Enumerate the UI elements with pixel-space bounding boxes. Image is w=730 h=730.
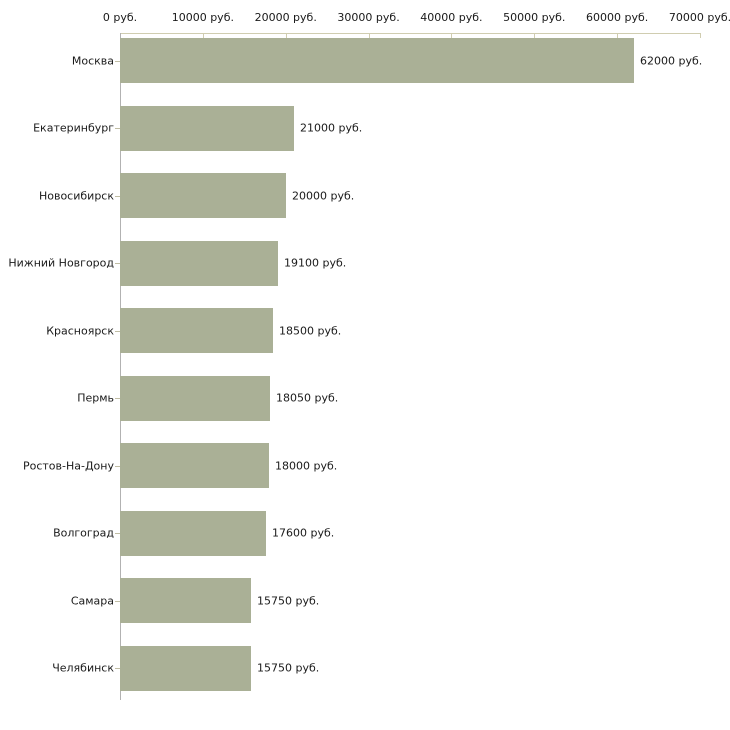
x-tick-mark: [202, 33, 204, 38]
bar-row: Волгоград 17600 руб.: [0, 506, 730, 574]
value-label: 19100 руб.: [284, 256, 347, 270]
x-tick-mark: [451, 33, 453, 38]
y-axis-line: [120, 33, 121, 700]
category-label: Екатеринбург: [33, 121, 114, 135]
category-tick: [115, 60, 120, 62]
bar-row: Красноярск 18500 руб.: [0, 303, 730, 371]
category-label: Ростов-На-Дону: [22, 459, 114, 472]
bar: [120, 578, 251, 623]
bar-row: Ростов-На-Дону 18000 руб.: [0, 438, 730, 506]
bar: [120, 173, 286, 218]
value-label: 21000 руб.: [300, 121, 363, 135]
category-label: Пермь: [77, 391, 114, 405]
value-label: 15750 руб.: [257, 661, 320, 675]
x-tick-mark: [534, 33, 536, 38]
x-axis-line: [120, 33, 700, 34]
value-label: 62000 руб.: [640, 54, 703, 67]
category-label: Нижний Новгород: [8, 256, 114, 270]
bar: [120, 510, 266, 556]
bar-row: Челябинск 15750 руб.: [0, 641, 730, 709]
category-label: Волгоград: [53, 526, 114, 540]
x-tick-mark: [617, 33, 619, 38]
x-tick-label: 40000 руб.: [420, 11, 483, 24]
category-label: Самара: [70, 594, 114, 607]
value-label: 18050 руб.: [276, 391, 339, 405]
x-tick-label: 60000 руб.: [586, 11, 649, 24]
category-tick: [115, 533, 120, 534]
x-axis: 0 руб. 10000 руб. 20000 руб. 30000 руб. 4000…: [0, 0, 730, 33]
x-tick-label: 10000 руб.: [171, 11, 234, 24]
value-label: 20000 руб.: [292, 189, 355, 202]
bar: [120, 240, 278, 286]
category-label: Новосибирск: [38, 189, 114, 202]
x-tick-mark: [285, 33, 287, 38]
value-label: 18000 руб.: [275, 459, 338, 472]
category-tick: [115, 668, 120, 669]
category-label: Москва: [71, 54, 114, 67]
category-label: Красноярск: [46, 324, 114, 337]
category-tick: [115, 263, 120, 264]
bar: [120, 443, 269, 488]
x-tick-mark: [700, 33, 701, 38]
category-label: Челябинск: [52, 661, 114, 675]
plot-area: Москва 62000 руб. Екатеринбург 21000 руб. Но…: [0, 33, 730, 708]
bar-row: Пермь 18050 руб.: [0, 371, 730, 439]
x-tick-label: 50000 руб.: [503, 11, 566, 24]
category-tick: [115, 600, 120, 602]
bar-row: Самара 15750 руб.: [0, 573, 730, 641]
bar-row: Нижний Новгород 19100 руб.: [0, 236, 730, 304]
bar-row: Москва 62000 руб.: [0, 33, 730, 101]
value-label: 15750 руб.: [257, 594, 320, 607]
x-tick-mark: [368, 33, 370, 38]
category-tick: [115, 398, 120, 399]
category-tick: [115, 128, 120, 129]
bar: [120, 645, 251, 691]
x-tick-label: 0 руб.: [102, 11, 138, 24]
bar-row: Новосибирск 20000 руб.: [0, 168, 730, 236]
bar: [120, 375, 270, 421]
bar-row: Екатеринбург 21000 руб.: [0, 101, 730, 169]
bar: [120, 105, 294, 151]
bar: [120, 308, 273, 353]
bar: [120, 38, 634, 83]
category-tick: [115, 330, 120, 332]
x-tick-label: 20000 руб.: [254, 11, 317, 24]
category-tick: [115, 195, 120, 197]
value-label: 18500 руб.: [279, 324, 342, 337]
x-tick-label: 30000 руб.: [337, 11, 400, 24]
category-tick: [115, 465, 120, 467]
x-tick-label: 70000 руб.: [668, 11, 730, 24]
value-label: 17600 руб.: [272, 526, 335, 540]
